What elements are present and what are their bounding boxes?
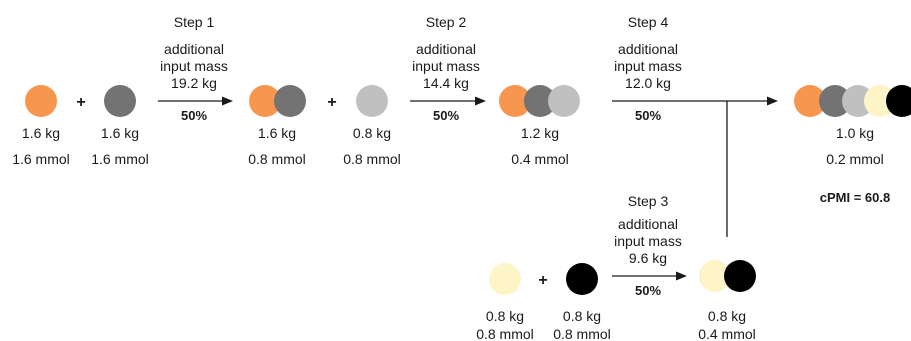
product-orange — [794, 85, 826, 117]
step2-title: Step 2 — [426, 14, 467, 30]
reactant-d-amount: 0.8 mmol — [476, 326, 534, 341]
intermediate-de-mass: 0.8 kg — [708, 308, 746, 324]
step1-line2: input mass — [160, 58, 228, 74]
step4-arrowhead — [767, 96, 778, 106]
intermediate-ab-amount: 0.8 mmol — [248, 151, 306, 167]
step2-arrowhead — [475, 96, 486, 106]
intermediate-de-amount: 0.4 mmol — [698, 326, 756, 341]
molecule-ab-orange — [249, 85, 281, 117]
product-black — [886, 85, 911, 117]
plus-sign-3: + — [538, 272, 547, 289]
molecule-de-black — [724, 260, 756, 292]
step3-input-mass: 9.6 kg — [629, 250, 667, 266]
step2-line2: input mass — [412, 58, 480, 74]
step1-yield: 50% — [181, 108, 207, 123]
molecule-b-dark-gray — [104, 85, 136, 117]
molecule-e-black — [566, 263, 598, 295]
molecule-de-cream — [699, 260, 731, 292]
step1-line1: additional — [164, 41, 224, 57]
intermediate-abc-mass: 1.2 kg — [521, 125, 559, 141]
product-light-gray — [842, 85, 874, 117]
molecule-c-light-gray — [356, 85, 388, 117]
molecule-abc-orange — [499, 85, 531, 117]
step1-title: Step 1 — [174, 14, 215, 30]
product-cream — [864, 85, 896, 117]
molecule-abc-dark-gray — [524, 85, 556, 117]
step4-line1: additional — [618, 41, 678, 57]
reactant-c-mass: 0.8 kg — [353, 125, 391, 141]
reactant-b-mass: 1.6 kg — [101, 125, 139, 141]
product-mass: 1.0 kg — [836, 125, 874, 141]
intermediate-abc-amount: 0.4 mmol — [511, 151, 569, 167]
reactant-a-mass: 1.6 kg — [22, 125, 60, 141]
product-amount: 0.2 mmol — [826, 151, 884, 167]
step1-input-mass: 19.2 kg — [171, 75, 217, 91]
reactant-b-amount: 1.6 mmol — [91, 151, 149, 167]
step2-input-mass: 14.4 kg — [423, 75, 469, 91]
reactant-c-amount: 0.8 mmol — [343, 151, 401, 167]
reactant-d-mass: 0.8 kg — [486, 308, 524, 324]
step4-input-mass: 12.0 kg — [625, 75, 671, 91]
step1-arrowhead — [222, 96, 233, 106]
step2-line1: additional — [416, 41, 476, 57]
molecule-abc-light-gray — [548, 85, 580, 117]
step4-line2: input mass — [614, 58, 682, 74]
intermediate-ab-mass: 1.6 kg — [258, 125, 296, 141]
plus-sign-2: + — [327, 94, 336, 111]
step2-yield: 50% — [433, 108, 459, 123]
molecule-d-cream — [489, 263, 521, 295]
product-dark-gray — [819, 85, 851, 117]
reactant-e-mass: 0.8 kg — [563, 308, 601, 324]
step4-yield: 50% — [635, 108, 661, 123]
step3-line2: input mass — [614, 233, 682, 249]
molecule-a-orange — [25, 85, 57, 117]
step4-title: Step 4 — [628, 14, 669, 30]
step3-line1: additional — [618, 216, 678, 232]
molecule-ab-dark-gray — [274, 85, 306, 117]
reactant-e-amount: 0.8 mmol — [553, 326, 611, 341]
cpmi-value: cPMI = 60.8 — [820, 190, 890, 205]
step3-title: Step 3 — [628, 193, 669, 209]
reactant-a-amount: 1.6 mmol — [12, 151, 70, 167]
plus-sign-1: + — [76, 94, 85, 111]
step3-arrowhead — [676, 271, 687, 281]
step3-yield: 50% — [635, 283, 661, 298]
